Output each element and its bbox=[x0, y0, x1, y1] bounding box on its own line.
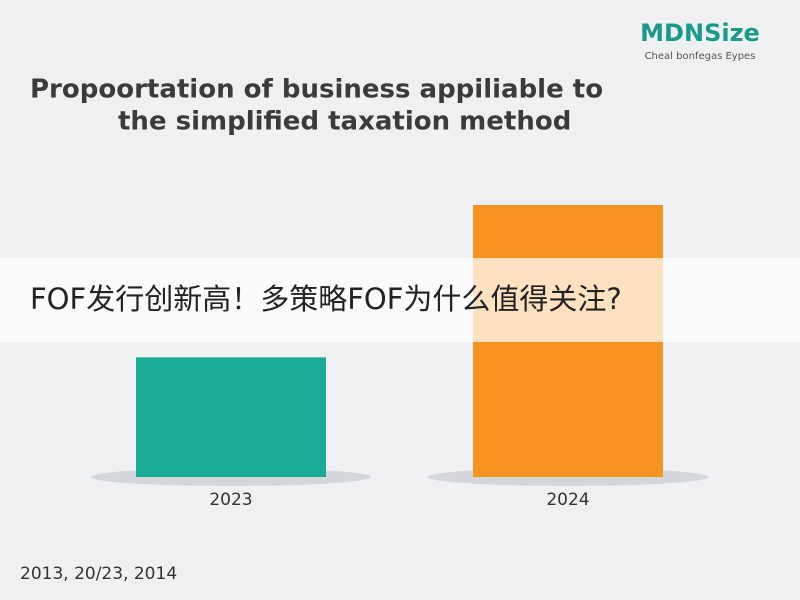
logo-tagline: Cheal bonfegas Eypes bbox=[645, 51, 756, 62]
chart-title: the simplified taxation method bbox=[118, 107, 571, 137]
x-tick-label: 2024 bbox=[546, 490, 589, 510]
logo-name: MDNSize bbox=[640, 19, 760, 47]
bar bbox=[136, 357, 326, 477]
chart-title: Propoortation of business appiliable to bbox=[30, 75, 603, 105]
overlay-caption: FOF发行创新高！多策略FOF为什么值得关注? bbox=[30, 282, 622, 316]
footnote: 2013, 20/23, 2014 bbox=[20, 564, 177, 584]
x-tick-label: 2023 bbox=[209, 490, 252, 510]
caption-banner bbox=[0, 258, 800, 342]
